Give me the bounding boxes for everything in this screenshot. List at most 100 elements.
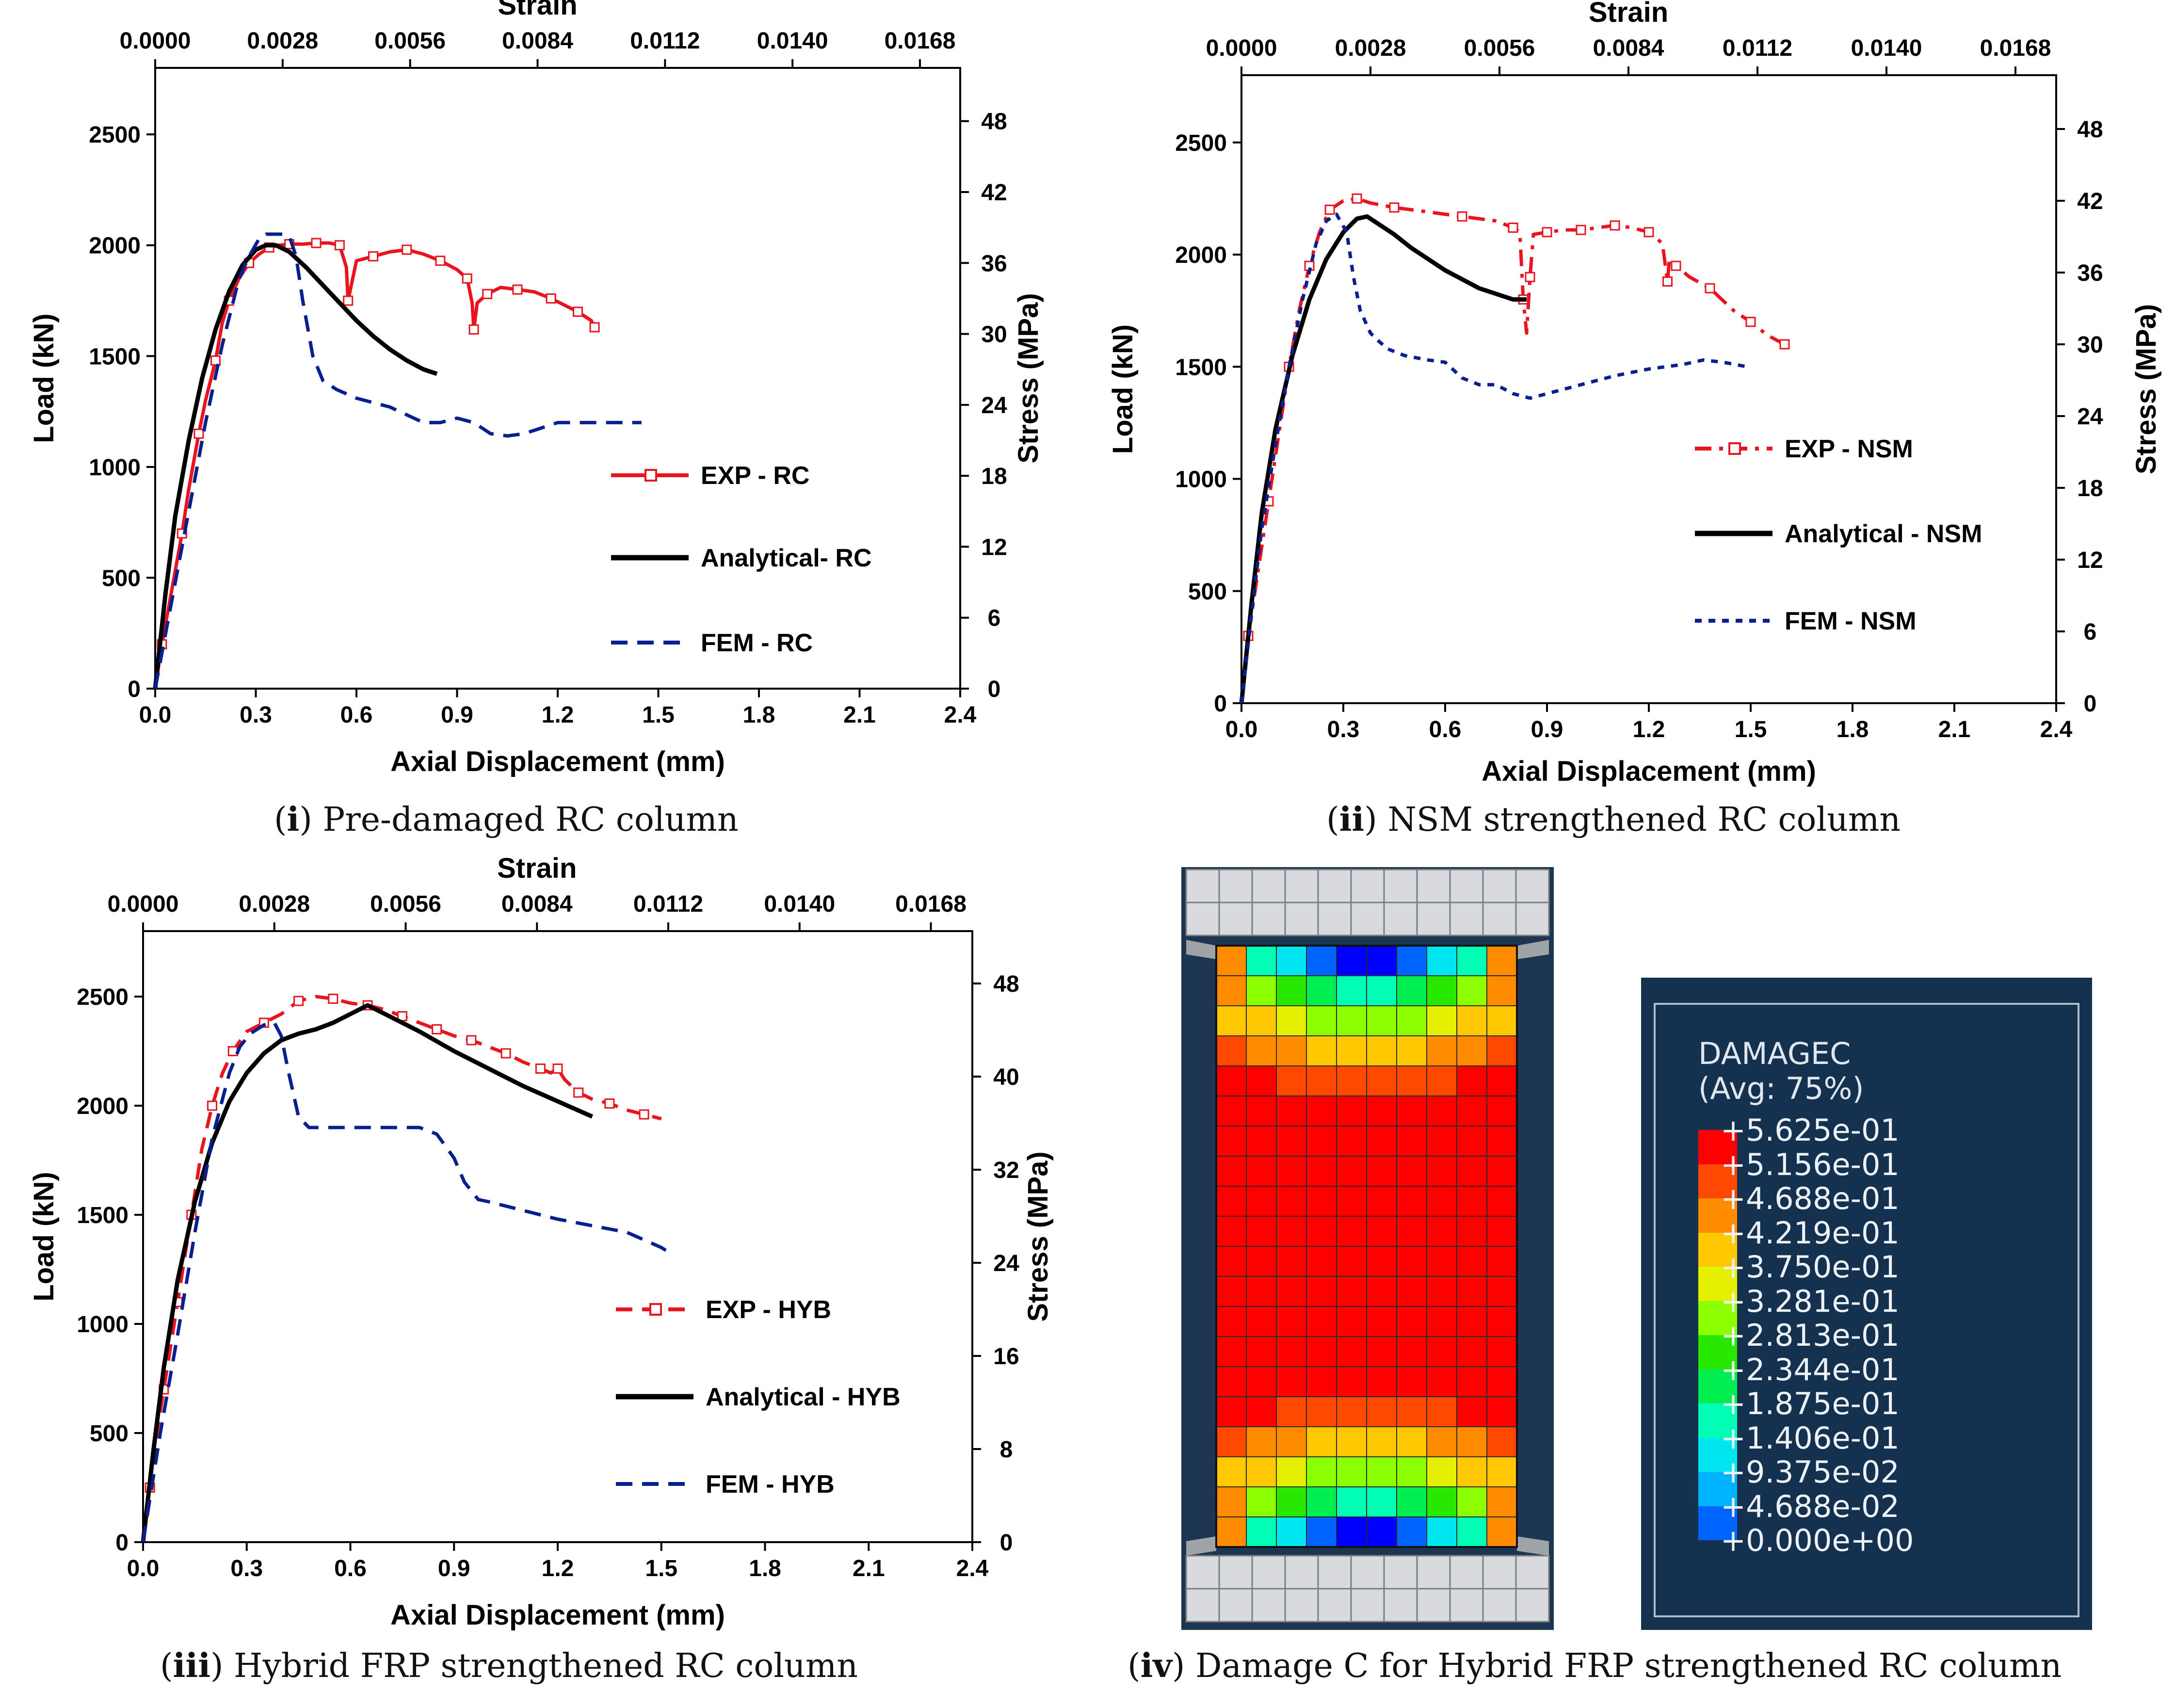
mesh-element	[1486, 1156, 1517, 1187]
steel-cap-cell	[1317, 1588, 1352, 1623]
mesh-element	[1396, 1426, 1427, 1457]
mesh-element	[1396, 1005, 1427, 1036]
mesh-element	[1216, 945, 1247, 976]
legend-color-swatch	[1698, 1267, 1737, 1301]
strain-tick-label: 0.0140	[757, 28, 828, 54]
mesh-element	[1246, 1126, 1277, 1157]
mesh-element	[1366, 975, 1397, 1006]
strain-tick-label: 0.0112	[1723, 35, 1792, 61]
mesh-element	[1216, 1186, 1247, 1217]
data-point	[435, 256, 446, 266]
x-axis-title: Axial Displacement (mm)	[390, 1599, 725, 1631]
mesh-element	[1396, 1276, 1427, 1307]
mesh-element	[1426, 1065, 1457, 1096]
x-tick-label: 0.3	[230, 1556, 263, 1581]
mesh-element	[1456, 1486, 1487, 1517]
steel-cap-cell	[1350, 1555, 1385, 1590]
steel-cap-cell	[1515, 869, 1550, 903]
steel-cap-cell	[1317, 902, 1352, 936]
y-tick-label: 2500	[77, 984, 129, 1010]
x-axis-title: Axial Displacement (mm)	[1482, 756, 1816, 787]
mesh-element	[1456, 1216, 1487, 1247]
mesh-element	[1246, 1276, 1277, 1307]
mesh-element	[1456, 1005, 1487, 1036]
legend-color-swatch	[1698, 1232, 1737, 1267]
mesh-element	[1306, 1306, 1337, 1337]
mesh-element	[1486, 1035, 1517, 1066]
mesh-element	[1216, 1426, 1247, 1457]
steel-cap-cell	[1515, 1555, 1550, 1590]
top-axis-title: Strain	[497, 853, 577, 884]
mesh-element	[1216, 1456, 1247, 1487]
mesh-element	[1456, 1096, 1487, 1127]
data-point	[1662, 276, 1673, 287]
strain-tick-label: 0.0056	[370, 891, 441, 917]
legend-value-label: +5.156e-01	[1721, 1146, 1900, 1182]
steel-cap-cell	[1218, 1555, 1253, 1590]
steel-cap-cell	[1317, 869, 1352, 903]
steel-cap-cell	[1449, 869, 1484, 903]
mesh-element	[1366, 1246, 1397, 1277]
y2-tick-label: 48	[981, 109, 1007, 135]
damage-contour-image	[1181, 867, 1554, 1630]
mesh-element	[1396, 1216, 1427, 1247]
mesh-element	[1456, 1306, 1487, 1337]
mesh-element	[1216, 1306, 1247, 1337]
x-tick-label: 2.1	[843, 702, 876, 728]
mesh-element	[1306, 1005, 1337, 1036]
steel-cap-cell	[1482, 1555, 1517, 1590]
y-tick-label: 500	[102, 565, 141, 591]
data-point	[402, 244, 412, 255]
mesh-element	[1306, 945, 1337, 976]
series-line-2	[1240, 212, 1748, 704]
series-line-1	[141, 1003, 594, 1543]
x-tick-label: 1.5	[645, 1556, 677, 1581]
y-tick-label: 2500	[89, 122, 141, 148]
y2-tick-label: 30	[2077, 332, 2103, 358]
mesh-element	[1456, 1516, 1487, 1547]
y2-axis-title: Stress (MPa)	[2130, 304, 2162, 474]
end-plate	[1186, 1536, 1216, 1556]
mesh-element	[1456, 1336, 1487, 1367]
mesh-element	[1426, 975, 1457, 1006]
data-point	[573, 306, 583, 317]
data-point	[293, 996, 304, 1006]
y2-tick-label: 24	[993, 1251, 1019, 1276]
mesh-element	[1426, 1336, 1457, 1367]
mesh-element	[1426, 1396, 1457, 1427]
mesh-element	[1396, 1336, 1427, 1367]
end-plate	[1517, 1536, 1549, 1556]
mesh-element	[1426, 1216, 1457, 1247]
data-point	[546, 293, 556, 304]
legend-value-label: +4.688e-02	[1721, 1488, 1900, 1524]
strain-tick-label: 0.0168	[885, 28, 956, 54]
legend-title: DAMAGEC	[1698, 1036, 1851, 1071]
mesh-element	[1246, 1156, 1277, 1187]
caption-2: (ii) NSM strengthened RC column	[1326, 800, 1901, 839]
mesh-element	[1276, 1096, 1307, 1127]
mesh-element	[1396, 1306, 1427, 1337]
series-line-0	[1240, 196, 1786, 704]
mesh-element	[1246, 1246, 1277, 1277]
mesh-element	[1456, 1276, 1487, 1307]
y-axis-title: Load (kN)	[28, 1172, 60, 1301]
mesh-element	[1276, 1306, 1307, 1337]
x-tick-label: 1.5	[642, 702, 675, 728]
data-point	[210, 355, 221, 366]
legend-value-label: +5.625e-01	[1721, 1112, 1900, 1148]
mesh-element	[1426, 1366, 1457, 1397]
x-tick-label: 2.4	[2040, 717, 2073, 742]
mesh-element	[1336, 1126, 1367, 1157]
mesh-element	[1276, 1396, 1307, 1427]
strain-tick-label: 0.0140	[764, 891, 835, 917]
y2-tick-label: 30	[981, 322, 1007, 348]
y2-tick-label: 36	[981, 251, 1007, 276]
mesh-element	[1336, 1426, 1367, 1457]
x-axis-title: Axial Displacement (mm)	[390, 746, 725, 777]
mesh-element	[1276, 1216, 1307, 1247]
mesh-element	[1396, 1516, 1427, 1547]
legend-color-swatch	[1698, 1301, 1737, 1335]
mesh-element	[1216, 1336, 1247, 1367]
steel-cap-cell	[1383, 902, 1418, 936]
y2-tick-label: 8	[1000, 1437, 1013, 1463]
